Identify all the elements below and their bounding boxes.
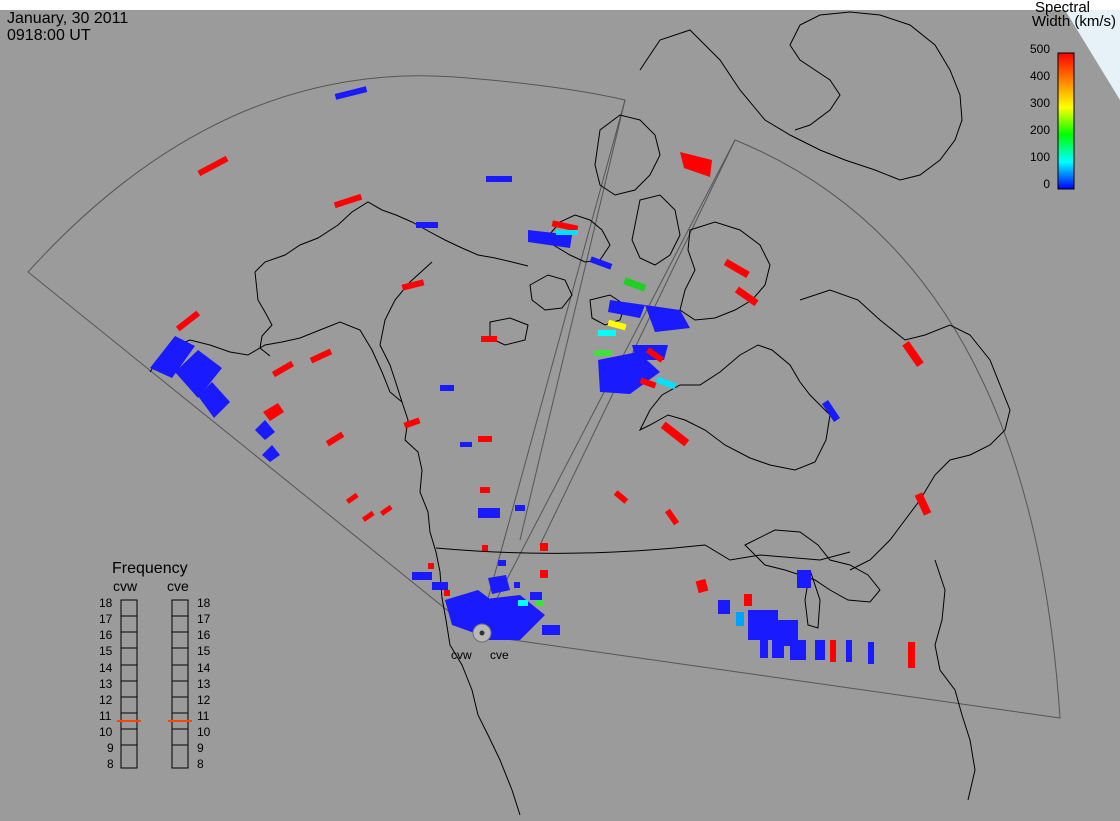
freq-scale-right: 8 <box>197 757 204 771</box>
cve-label: cve <box>167 578 189 594</box>
site-label-cve: cve <box>490 648 509 662</box>
arctic-islands-3 <box>631 194 681 266</box>
baffin <box>679 221 771 321</box>
freq-scale-left: 15 <box>99 644 113 658</box>
fov-east-inner <box>539 139 736 546</box>
freq-scale-right: 15 <box>197 644 211 658</box>
border-alaska <box>379 261 433 403</box>
freq-scale-right: 14 <box>197 661 211 675</box>
fov-west <box>27 75 626 636</box>
legend-title-line2: Width (km/s) <box>1031 13 1116 30</box>
frequency-title: Frequency <box>112 560 188 577</box>
corner-triangle <box>1065 10 1120 100</box>
freq-scale-right: 16 <box>197 628 211 642</box>
greenland <box>639 11 963 181</box>
freq-scale-right: 18 <box>197 596 211 610</box>
freq-scale-left: 14 <box>99 661 113 675</box>
legend-tick: 400 <box>1029 69 1050 83</box>
cve-frequency-box <box>171 599 189 769</box>
legend-tick: 100 <box>1029 150 1050 164</box>
freq-scale-right: 13 <box>197 677 211 691</box>
frequency-gridlines <box>121 615 188 746</box>
arctic-islands-1 <box>544 214 611 263</box>
legend-tick: 200 <box>1029 123 1050 137</box>
freq-scale-left: 16 <box>99 628 113 642</box>
coast-labrador <box>799 289 1011 571</box>
freq-scale-left: 17 <box>99 612 113 626</box>
freq-scale-left: 12 <box>99 693 113 707</box>
coast-atlantic <box>934 559 976 801</box>
lake-michigan <box>804 569 821 629</box>
freq-scale-right: 12 <box>197 693 211 707</box>
freq-scale-left: 13 <box>99 677 113 691</box>
freq-scale-left: 18 <box>99 596 113 610</box>
arctic-islands-4 <box>529 274 573 311</box>
freq-scale-right: 9 <box>197 741 204 755</box>
freq-scale-left: 9 <box>107 741 114 755</box>
legend-title-line1: Spectral <box>1034 0 1090 16</box>
coast-pacific <box>149 321 521 816</box>
top-strip <box>0 0 1120 10</box>
field-of-view-outlines <box>27 75 1061 719</box>
hudson-bay <box>638 344 831 471</box>
coastlines <box>149 11 1011 816</box>
frequency-boxes <box>120 599 189 769</box>
alaska-west <box>254 271 273 357</box>
freq-scale-left: 11 <box>99 709 112 723</box>
cvw-label: cvw <box>113 578 138 594</box>
freq-scale-left: 10 <box>99 725 113 739</box>
radar-site-dot <box>479 630 485 636</box>
border-49 <box>435 544 851 561</box>
echoes-low <box>150 86 874 664</box>
echoes-high <box>175 152 932 668</box>
great-lakes <box>744 529 881 603</box>
freq-scale-left: 8 <box>107 757 114 771</box>
time-label: 0918:00 UT <box>7 27 91 44</box>
freq-scale-right: 11 <box>197 709 210 723</box>
echoes-mid <box>518 230 744 626</box>
arctic-islands-6 <box>589 294 626 326</box>
arctic-islands-2 <box>594 114 661 196</box>
freq-scale-right: 10 <box>197 725 211 739</box>
site-label-cvw: cvw <box>451 648 472 662</box>
spectral-width-colorbar <box>1057 52 1075 190</box>
legend-tick: 0 <box>1043 177 1050 191</box>
freq-scale-right: 17 <box>197 612 211 626</box>
coast-arctic-alaska <box>254 201 529 273</box>
legend-tick: 500 <box>1029 42 1050 56</box>
echo-cells <box>150 86 932 668</box>
cvw-frequency-box <box>120 599 138 769</box>
fov-east <box>477 139 1061 719</box>
date-label: January, 30 2011 <box>7 10 129 27</box>
fov-west-inner <box>519 99 626 541</box>
legend-tick: 300 <box>1029 96 1050 110</box>
